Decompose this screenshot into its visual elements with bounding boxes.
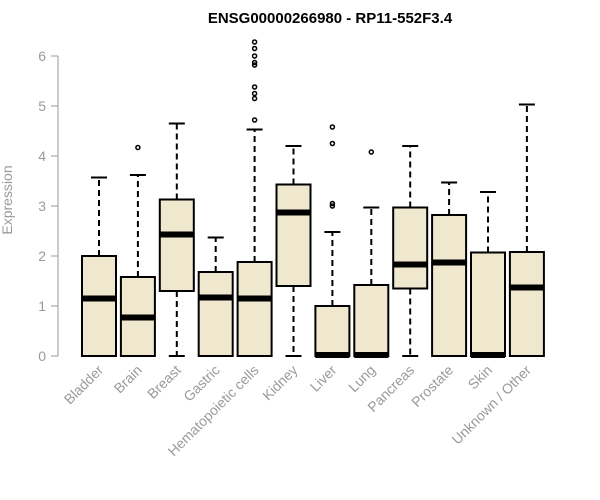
y-axis: 0 1 2 3 4 5 6: [38, 48, 59, 364]
x-tick-label: Skin: [465, 362, 496, 393]
x-tick-label: Kidney: [259, 362, 301, 404]
y-tick-label: 1: [38, 298, 46, 314]
x-tick-label: Brain: [111, 362, 145, 396]
outlier-point: [251, 95, 258, 102]
box-group: [81, 176, 117, 357]
chart-title: ENSG00000266980 - RP11-552F3.4: [208, 10, 453, 27]
outlier-point: [251, 117, 258, 123]
box-group: [470, 191, 506, 358]
outlier-point: [329, 203, 336, 209]
outlier-point: [251, 84, 258, 90]
box-group: [314, 124, 351, 358]
box-group: [353, 149, 390, 358]
outlier-point: [368, 149, 375, 155]
boxes: [81, 39, 545, 358]
box: [158, 198, 195, 292]
outlier-point: [329, 124, 336, 130]
outlier-point: [135, 144, 141, 151]
outlier-point: [329, 140, 336, 147]
y-axis-label: Expression: [0, 165, 15, 234]
x-tick-label: Prostate: [408, 362, 456, 410]
box-group: [431, 181, 468, 357]
y-tick-label: 5: [38, 98, 46, 114]
box-group: [236, 39, 273, 357]
box: [275, 183, 312, 287]
box-group: [508, 103, 545, 357]
box: [392, 206, 429, 290]
box-group: [275, 145, 312, 357]
box-group: [158, 122, 195, 357]
box: [314, 305, 351, 357]
box: [470, 251, 506, 357]
outlier-point: [251, 62, 258, 68]
outlier-point: [251, 39, 258, 45]
x-tick-label: Lung: [345, 362, 378, 395]
box-group: [197, 236, 234, 357]
x-tick-label: Bladder: [61, 362, 107, 408]
y-tick-label: 6: [38, 48, 46, 64]
outlier-point: [251, 53, 258, 59]
outlier-point: [251, 59, 258, 66]
outlier-point: [251, 90, 258, 97]
y-tick-label: 0: [38, 348, 46, 364]
y-tick-label: 3: [38, 198, 46, 214]
box: [353, 284, 390, 357]
box: [431, 214, 468, 357]
y-tick-label: 4: [38, 148, 46, 164]
x-tick-label: Breast: [144, 362, 184, 402]
box-group: [392, 145, 429, 357]
box: [81, 255, 117, 357]
box: [197, 271, 234, 357]
x-tick-label: Liver: [307, 362, 340, 395]
box: [508, 251, 545, 357]
box: [236, 261, 273, 357]
outlier-point: [251, 45, 258, 52]
y-tick-label: 2: [38, 248, 46, 264]
outlier-point: [329, 200, 336, 207]
box-group: [119, 144, 156, 357]
